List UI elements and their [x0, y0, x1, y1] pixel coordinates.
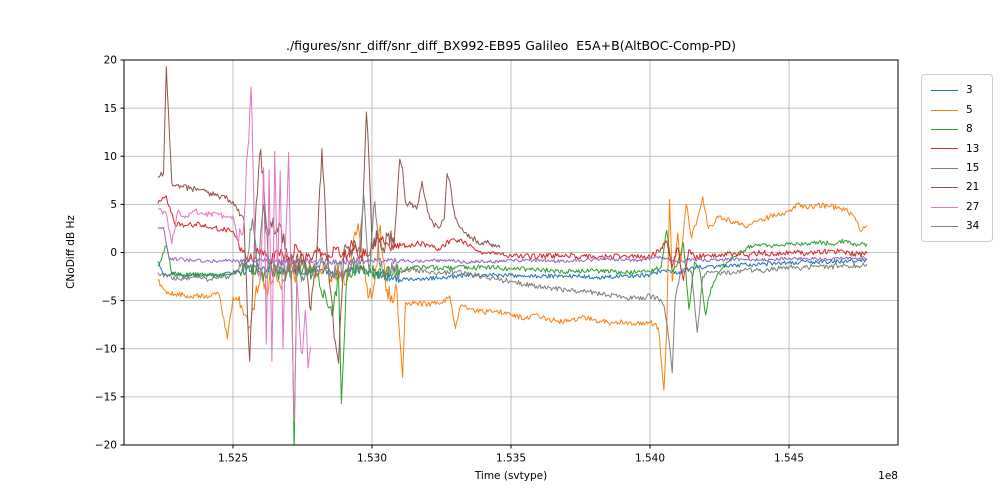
legend-line-sample [931, 225, 958, 227]
legend-label: 21 [966, 181, 980, 194]
legend-line-sample [931, 167, 958, 169]
x-tick-label: 1.540 [635, 453, 665, 465]
legend-entry: 3 [922, 81, 992, 100]
series-line-34 [157, 194, 868, 374]
legend-label: 27 [966, 200, 980, 213]
legend-label: 8 [966, 123, 973, 136]
y-tick-label: 0 [110, 247, 117, 259]
legend-line-sample [931, 90, 958, 92]
y-axis-label: CNoDiff dB Hz [65, 215, 77, 289]
x-axis-offset-label: 1e8 [878, 470, 898, 482]
legend-entry: 15 [922, 159, 992, 178]
x-tick-label: 1.530 [357, 453, 387, 465]
y-tick-label: 10 [104, 151, 117, 163]
legend-entry: 27 [922, 197, 992, 216]
x-tick-label: 1.545 [774, 453, 804, 465]
legend-entry: 34 [922, 217, 992, 236]
legend-line-sample [931, 206, 958, 208]
y-tick-label: −15 [95, 392, 117, 404]
legend-line-sample [931, 148, 958, 150]
legend-line-sample [931, 109, 958, 111]
x-axis-label: Time (svtype) [474, 470, 548, 482]
legend-entry: 13 [922, 139, 992, 158]
legend-entry: 21 [922, 178, 992, 197]
y-tick-label: 20 [104, 55, 117, 67]
legend: 3 5 8 13 15 21 27 34 [921, 74, 993, 243]
legend-label: 15 [966, 162, 980, 174]
legend-entry: 5 [922, 100, 992, 119]
legend-line-sample [931, 187, 958, 189]
legend-label: 34 [966, 220, 980, 233]
series-line-21 [157, 66, 501, 364]
chart-title: ./figures/snr_diff/snr_diff_BX992-EB95 G… [286, 38, 736, 53]
series-line-15 [157, 227, 868, 266]
y-tick-label: −10 [95, 343, 117, 355]
series-line-8 [157, 229, 868, 445]
x-tick-label: 1.525 [218, 453, 248, 465]
x-tick-label: 1.535 [496, 453, 526, 465]
legend-entry: 8 [922, 120, 992, 139]
legend-label: 13 [966, 142, 980, 155]
series-line-27 [157, 86, 312, 422]
y-tick-label: −20 [95, 440, 117, 452]
legend-label: 5 [966, 103, 973, 116]
legend-line-sample [931, 128, 958, 130]
legend-label: 3 [966, 84, 973, 97]
y-tick-label: −5 [102, 295, 117, 307]
y-tick-label: 5 [110, 199, 117, 211]
y-tick-label: 15 [104, 103, 117, 115]
